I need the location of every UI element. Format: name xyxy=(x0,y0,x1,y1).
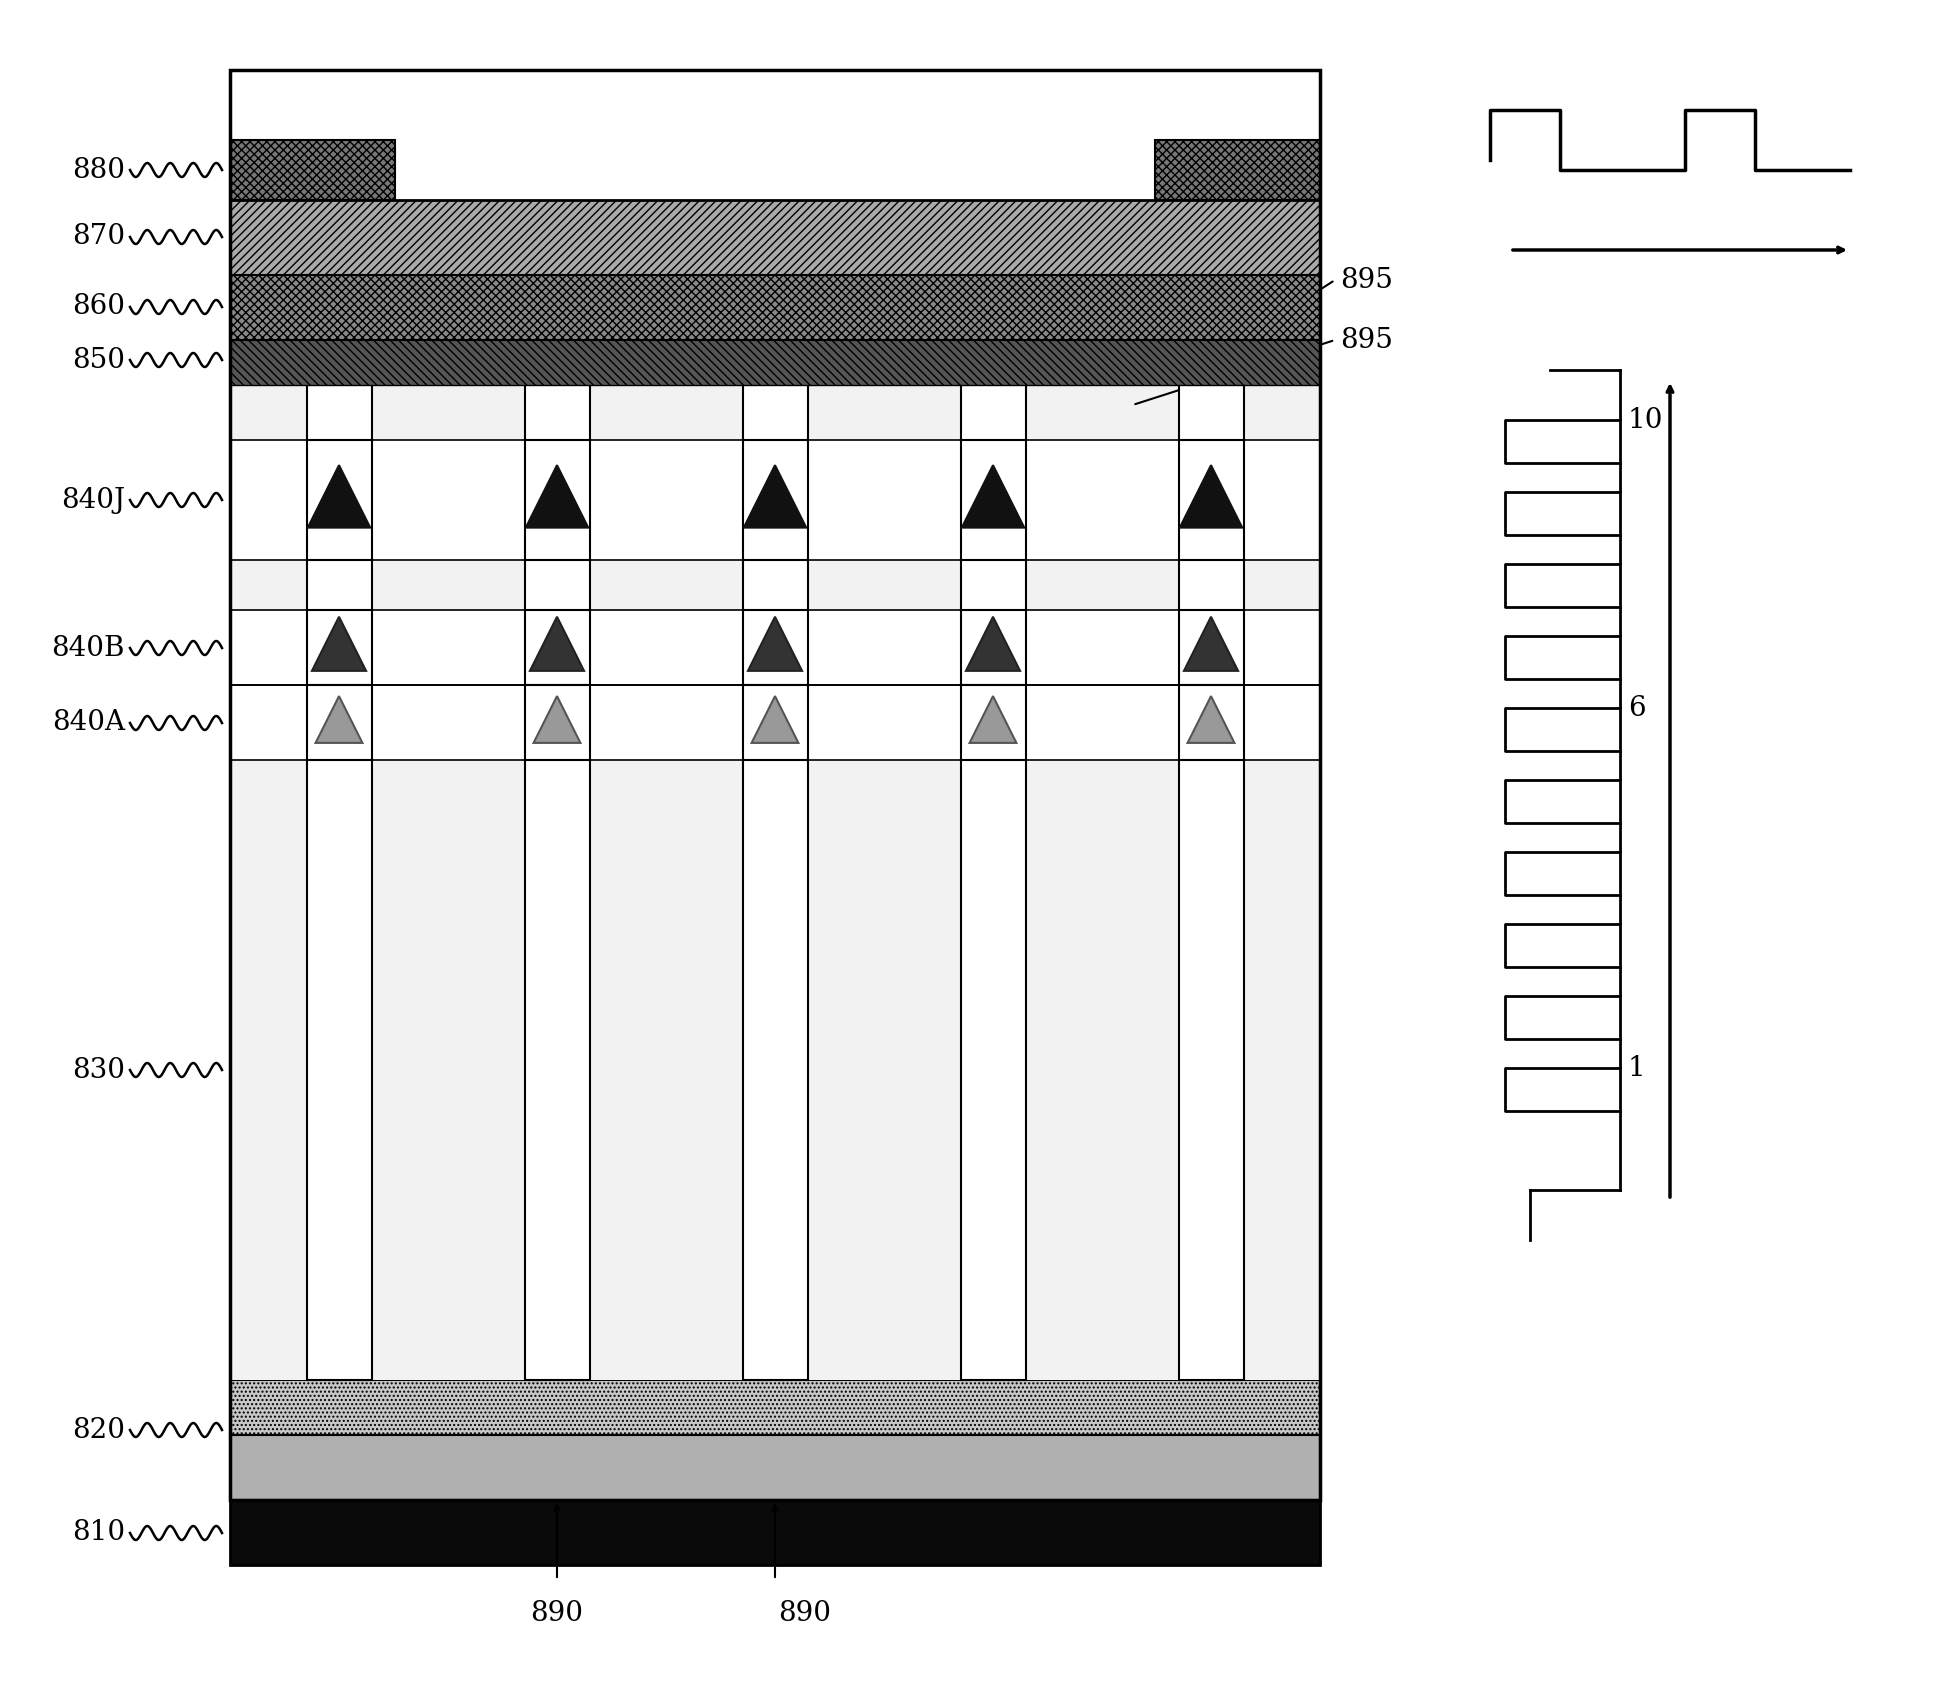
Polygon shape xyxy=(962,466,1024,527)
Bar xyxy=(589,340,666,1381)
Bar xyxy=(306,340,372,1381)
Polygon shape xyxy=(1187,696,1235,744)
Bar xyxy=(743,684,807,761)
Bar xyxy=(1156,141,1320,200)
Bar xyxy=(885,684,1102,761)
Bar xyxy=(1102,340,1179,1381)
Bar xyxy=(230,1435,1320,1499)
Text: 840B: 840B xyxy=(52,635,126,661)
Polygon shape xyxy=(530,617,585,671)
Bar xyxy=(306,440,372,561)
Bar xyxy=(230,200,1320,274)
Bar xyxy=(1102,610,1320,684)
Bar xyxy=(666,610,885,684)
Bar xyxy=(372,340,447,1381)
Bar xyxy=(1102,684,1320,761)
Bar xyxy=(525,440,589,561)
Text: 860: 860 xyxy=(72,293,126,320)
Polygon shape xyxy=(308,466,370,527)
Polygon shape xyxy=(1179,466,1243,527)
Bar xyxy=(230,1381,1320,1435)
Polygon shape xyxy=(534,696,581,744)
Polygon shape xyxy=(966,617,1020,671)
Bar xyxy=(1179,610,1243,684)
Bar xyxy=(960,610,1026,684)
Text: 895: 895 xyxy=(1340,266,1392,293)
Bar xyxy=(230,141,395,200)
Bar xyxy=(230,1499,1320,1565)
Bar xyxy=(743,440,807,561)
Text: 820: 820 xyxy=(72,1416,126,1443)
Bar xyxy=(743,340,807,1381)
Text: 840A: 840A xyxy=(52,710,126,737)
Bar xyxy=(230,274,1320,340)
Bar xyxy=(525,610,589,684)
Bar xyxy=(230,69,1320,1499)
Bar xyxy=(960,440,1026,561)
Text: 810: 810 xyxy=(72,1520,126,1547)
Bar xyxy=(1026,340,1102,1381)
Bar xyxy=(230,340,306,1381)
Bar xyxy=(306,684,372,761)
Bar xyxy=(885,610,1102,684)
Polygon shape xyxy=(527,466,589,527)
Bar xyxy=(885,440,1102,561)
Polygon shape xyxy=(1185,617,1237,671)
Text: 880: 880 xyxy=(72,156,126,183)
Bar xyxy=(960,684,1026,761)
Bar xyxy=(666,340,743,1381)
Bar xyxy=(1179,440,1243,561)
Polygon shape xyxy=(747,617,802,671)
Bar xyxy=(1102,440,1320,561)
Bar xyxy=(447,610,666,684)
Polygon shape xyxy=(751,696,798,744)
Text: 895: 895 xyxy=(1340,327,1392,354)
Text: 6: 6 xyxy=(1628,695,1646,722)
Text: 870: 870 xyxy=(72,224,126,251)
Bar xyxy=(230,610,447,684)
Polygon shape xyxy=(970,696,1016,744)
Bar xyxy=(306,610,372,684)
Bar xyxy=(666,684,885,761)
Bar xyxy=(885,340,960,1381)
Bar xyxy=(447,684,666,761)
Bar xyxy=(1179,340,1243,1381)
Bar xyxy=(230,684,447,761)
Text: 830: 830 xyxy=(72,1057,126,1084)
Polygon shape xyxy=(312,617,366,671)
Bar xyxy=(960,340,1026,1381)
Bar xyxy=(230,440,447,561)
Bar xyxy=(1243,340,1320,1381)
Bar xyxy=(230,330,1320,385)
Bar xyxy=(807,340,885,1381)
Bar xyxy=(447,340,525,1381)
Bar xyxy=(743,610,807,684)
Text: 840J: 840J xyxy=(60,486,126,513)
Text: 890: 890 xyxy=(530,1601,583,1626)
Text: 10: 10 xyxy=(1628,407,1663,434)
Text: 1: 1 xyxy=(1628,1054,1646,1081)
Bar xyxy=(230,340,1320,1381)
Bar xyxy=(525,340,589,1381)
Bar xyxy=(666,440,885,561)
Bar xyxy=(447,440,666,561)
Polygon shape xyxy=(743,466,805,527)
Bar xyxy=(525,684,589,761)
Text: 890: 890 xyxy=(778,1601,831,1626)
Bar xyxy=(1179,684,1243,761)
Text: 850: 850 xyxy=(72,347,126,373)
Polygon shape xyxy=(316,696,362,744)
